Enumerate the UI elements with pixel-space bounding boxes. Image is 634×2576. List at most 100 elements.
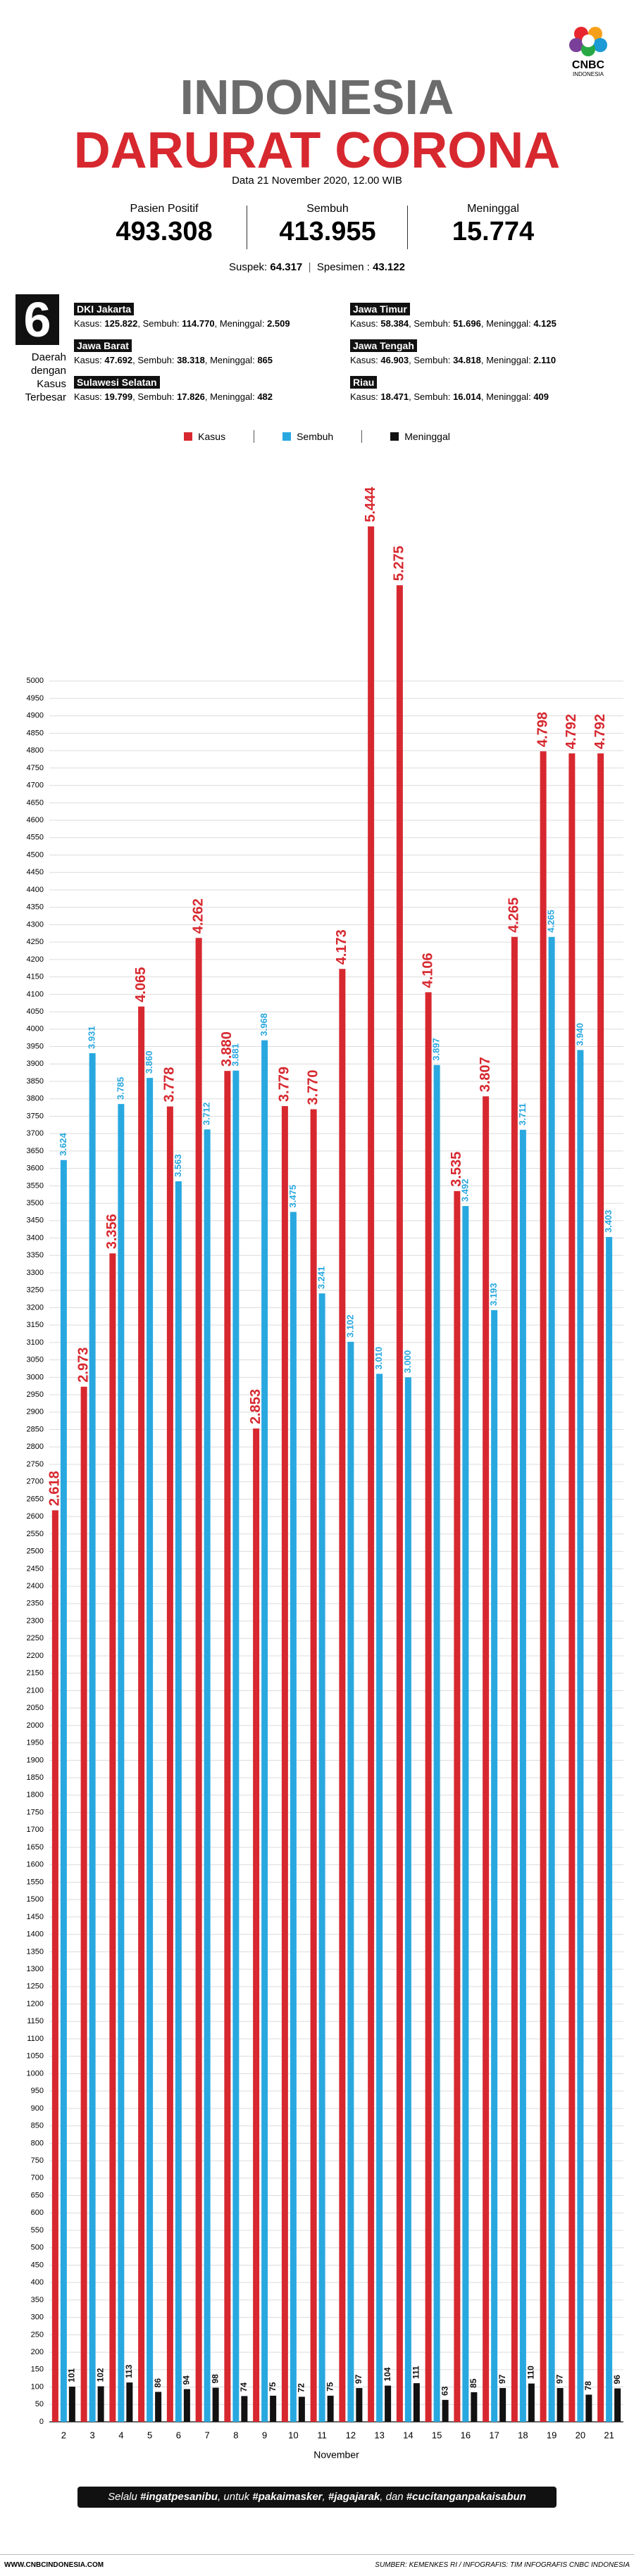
- spesimen-label: Spesimen :: [316, 261, 370, 273]
- value-label: 3.880: [219, 1031, 235, 1067]
- y-tick-label: 1350: [27, 1947, 44, 1956]
- bar: [548, 936, 555, 2422]
- y-tick-label: 3900: [27, 1060, 44, 1068]
- x-tick-label: 2: [61, 2430, 66, 2440]
- value-label: 4.265: [506, 898, 522, 933]
- y-tick-label: 2650: [27, 1495, 44, 1503]
- region-detail: Kasus: 46.903, Sembuh: 34.818, Meninggal…: [350, 355, 556, 365]
- y-tick-label: 4300: [27, 920, 44, 929]
- y-tick-label: 750: [31, 2156, 44, 2165]
- y-tick-label: 3700: [27, 1129, 44, 1138]
- y-tick-label: 4100: [27, 990, 44, 998]
- value-label: 3.778: [162, 1067, 178, 1102]
- stat-label: Pasien Positif: [130, 203, 199, 215]
- stat: Sembuh 413.955: [250, 203, 405, 248]
- region-label: Kasus:: [74, 355, 102, 365]
- region-label: Sembuh:: [137, 355, 175, 365]
- value-label: 3.535: [449, 1152, 464, 1187]
- region-value: 46.903: [380, 355, 409, 365]
- bar: [195, 938, 202, 2422]
- y-tick-label: 4400: [27, 886, 44, 894]
- value-label: 3.712: [201, 1102, 212, 1126]
- bar: [557, 2388, 564, 2422]
- y-tick-label: 250: [31, 2330, 44, 2339]
- y-tick-label: 2150: [27, 1669, 44, 1678]
- region-sep: ,: [409, 355, 411, 365]
- region-name: Riau: [350, 376, 378, 389]
- x-axis-label: November: [313, 2449, 359, 2461]
- legend-label: Kasus: [198, 431, 226, 442]
- tagline-bg: [77, 2487, 557, 2508]
- value-label: 3.785: [115, 1077, 125, 1100]
- y-tick-label: 4600: [27, 816, 44, 824]
- value-label: 102: [95, 2368, 105, 2382]
- x-tick-label: 21: [604, 2430, 614, 2440]
- value-label: 3.897: [431, 1038, 442, 1061]
- value-label: 3.860: [144, 1051, 154, 1074]
- y-tick-label: 4800: [27, 746, 44, 755]
- value-label: 4.173: [334, 929, 349, 965]
- region-value: 17.826: [177, 391, 205, 402]
- bar: [232, 1070, 240, 2422]
- y-tick-label: 3300: [27, 1269, 44, 1277]
- value-label: 97: [554, 2374, 564, 2384]
- y-tick-label: 3200: [27, 1303, 44, 1312]
- y-tick-label: 3100: [27, 1338, 44, 1347]
- tagline-part: , dan: [380, 2491, 406, 2503]
- y-tick-label: 2550: [27, 1530, 44, 1538]
- bar: [519, 1129, 526, 2422]
- region-label: Sembuh:: [414, 391, 451, 402]
- region-label: Kasus:: [74, 318, 102, 329]
- y-tick-label: 3000: [27, 1373, 44, 1381]
- region-detail: Kasus: 18.471, Sembuh: 16.014, Meninggal…: [350, 391, 549, 402]
- region-sep: ,: [409, 318, 411, 329]
- y-tick-label: 800: [31, 2139, 44, 2147]
- y-tick-label: 4050: [27, 1007, 44, 1016]
- value-label: 4.792: [564, 714, 579, 749]
- value-label: 3.241: [316, 1267, 327, 1290]
- bar: [281, 1106, 288, 2422]
- region-value: 4.125: [533, 318, 557, 329]
- y-tick-label: 1650: [27, 1843, 44, 1852]
- region-sep: ,: [132, 391, 135, 402]
- value-label: 4.262: [190, 898, 206, 934]
- bar: [290, 1212, 297, 2422]
- bar: [60, 1160, 67, 2422]
- bar: [126, 2382, 133, 2422]
- bar: [585, 2394, 592, 2422]
- region-detail: Kasus: 47.692, Sembuh: 38.318, Meninggal…: [74, 355, 273, 365]
- title-line2: DARURAT CORONA: [73, 122, 561, 179]
- x-tick-label: 14: [403, 2430, 413, 2440]
- y-tick-label: 2050: [27, 1704, 44, 1712]
- region-value: 18.471: [380, 391, 409, 402]
- x-tick-label: 12: [346, 2430, 356, 2440]
- y-tick-label: 500: [31, 2244, 44, 2252]
- region-value: 114.770: [182, 318, 215, 329]
- region-detail: Kasus: 125.822, Sembuh: 114.770, Meningg…: [74, 318, 290, 329]
- region-value: 51.696: [453, 318, 481, 329]
- region-sep: ,: [480, 391, 484, 402]
- y-tick-label: 3950: [27, 1042, 44, 1050]
- tagline-part: ,: [322, 2491, 328, 2503]
- bar: [224, 1071, 231, 2422]
- legend-swatch: [184, 432, 193, 441]
- website: WWW.CNBCINDONESIA.COM: [4, 2561, 104, 2569]
- bar: [80, 1386, 87, 2422]
- bar: [568, 753, 576, 2422]
- region-label: Meninggal:: [210, 355, 255, 365]
- region-label: Kasus:: [74, 391, 102, 402]
- y-tick-label: 4550: [27, 834, 44, 842]
- bar: [454, 1190, 461, 2422]
- bar: [356, 2388, 363, 2422]
- value-label: 97: [497, 2374, 507, 2384]
- y-tick-label: 450: [31, 2261, 44, 2269]
- bar: [385, 2385, 392, 2422]
- x-tick-label: 18: [518, 2430, 528, 2440]
- value-label: 3.492: [459, 1179, 470, 1202]
- bar: [97, 2386, 104, 2422]
- y-tick-label: 3550: [27, 1181, 44, 1190]
- value-label: 86: [153, 2378, 163, 2388]
- y-tick-label: 4250: [27, 938, 44, 946]
- stat: Pasien Positif 493.308: [87, 203, 242, 248]
